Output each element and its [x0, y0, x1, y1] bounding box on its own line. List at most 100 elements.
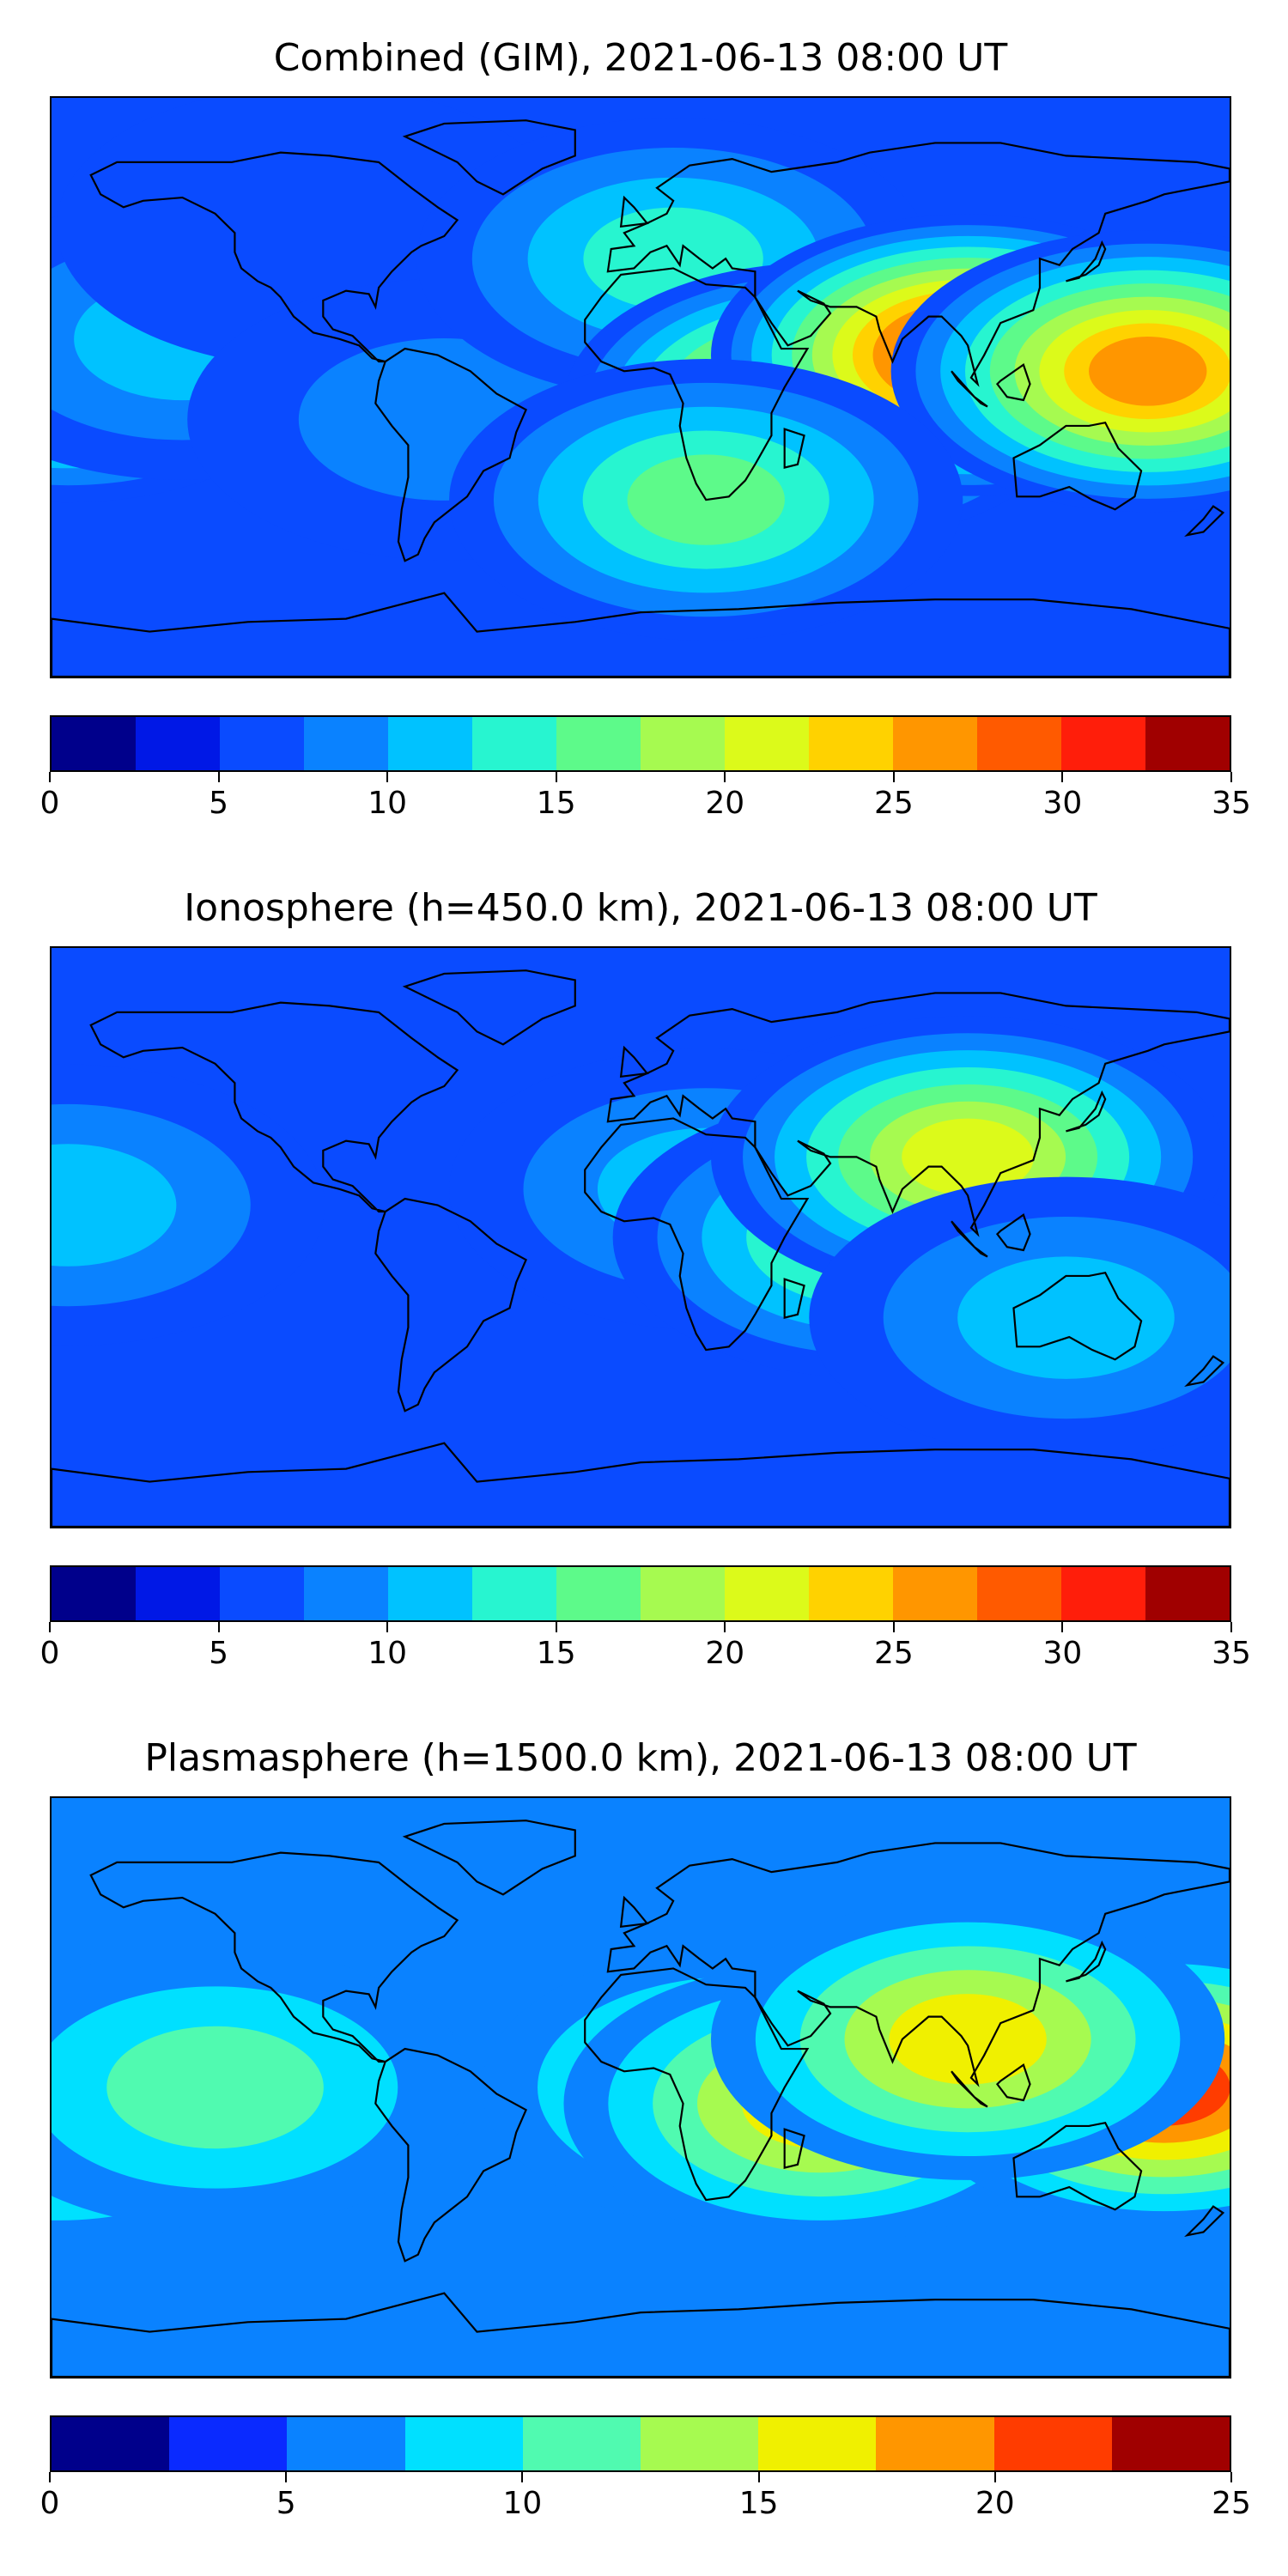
coastline — [402, 1820, 576, 1896]
coastline — [374, 347, 528, 562]
colorbar-tick-label: 25 — [873, 1636, 914, 1671]
colorbar-segment — [304, 717, 388, 770]
heatmap-map — [50, 946, 1231, 1528]
coastline — [52, 2292, 1230, 2377]
colorbar-segment — [876, 2417, 994, 2470]
colorbar — [50, 1565, 1231, 1622]
coastline — [1012, 421, 1143, 511]
coastline — [1184, 1355, 1225, 1388]
colorbar-tick-label: 20 — [705, 786, 745, 821]
coastline — [1066, 1940, 1107, 1983]
colorbar-tick — [1061, 1622, 1064, 1632]
colorbar-tick-label: 0 — [39, 786, 60, 821]
colorbar-segment — [1061, 1567, 1145, 1620]
colorbar-segment — [556, 1567, 641, 1620]
colorbar-tick — [757, 2472, 760, 2482]
coastline — [402, 119, 576, 196]
coastline — [1066, 240, 1107, 283]
heatmap-map — [50, 96, 1231, 678]
colorbar-segment — [977, 717, 1061, 770]
colorbar-tick — [49, 772, 51, 782]
colorbar — [50, 715, 1231, 772]
colorbar-segment — [725, 1567, 809, 1620]
coastline — [89, 1851, 459, 2063]
colorbar-segment — [1145, 1567, 1230, 1620]
colorbar-segment — [136, 1567, 220, 1620]
colorbar-segment — [304, 1567, 388, 1620]
colorbar-tick — [1230, 772, 1232, 782]
coastline — [89, 1001, 459, 1213]
colorbar-tick-label: 15 — [536, 1636, 576, 1671]
coastline — [52, 592, 1230, 677]
colorbar-tick-label: 35 — [1212, 786, 1251, 821]
colorbar-tick-label: 5 — [276, 2486, 296, 2521]
coastline — [783, 1278, 805, 1320]
colorbar-tick-label: 5 — [209, 786, 229, 821]
colorbar-segment — [52, 717, 136, 770]
coastline — [951, 1220, 988, 1258]
colorbar-tick — [386, 772, 389, 782]
colorbar-tick-label: 25 — [1212, 2486, 1251, 2521]
colorbar-segment — [287, 2417, 405, 2470]
coastline — [402, 969, 576, 1046]
colorbar-tick — [386, 1622, 389, 1632]
colorbar-segment — [809, 717, 893, 770]
colorbar-tick-label: 30 — [1042, 786, 1083, 821]
coastline — [995, 1213, 1031, 1252]
map-plot — [52, 98, 1230, 677]
colorbar-tick — [49, 2472, 51, 2482]
colorbar-segment — [388, 1567, 472, 1620]
contour-region — [1089, 336, 1207, 406]
colorbar-tick-label: 5 — [209, 1636, 229, 1671]
coastline — [584, 267, 810, 501]
chart-title: Plasmasphere (h=1500.0 km), 2021-06-13 0… — [144, 1736, 1137, 1780]
coastline — [52, 1442, 1230, 1527]
coastline — [584, 1967, 810, 2202]
colorbar-tick-label: 30 — [1042, 1636, 1083, 1671]
colorbar-segment — [809, 1567, 893, 1620]
colorbar-tick — [1061, 772, 1064, 782]
colorbar-tick — [724, 772, 726, 782]
colorbar-segment — [220, 1567, 304, 1620]
colorbar-tick — [1230, 2472, 1232, 2482]
colorbar-segment — [472, 717, 556, 770]
contour-region — [889, 1994, 1047, 2085]
chart-title: Ionosphere (h=450.0 km), 2021-06-13 08:0… — [184, 886, 1097, 930]
colorbar-segment — [993, 2417, 1112, 2470]
coastline — [995, 363, 1031, 402]
chart-title: Combined (GIM), 2021-06-13 08:00 UT — [273, 36, 1008, 80]
colorbar-segment — [52, 2417, 170, 2470]
colorbar-segment — [977, 1567, 1061, 1620]
colorbar-tick-label: 10 — [502, 2486, 543, 2521]
colorbar — [50, 2415, 1231, 2472]
map-plot — [52, 948, 1230, 1527]
colorbar-ticks: 0 5 10 15 20 25 30 35 — [40, 772, 1251, 823]
colorbar-tick-label: 15 — [536, 786, 576, 821]
colorbar-segment — [641, 717, 725, 770]
colorbar-tick — [217, 1622, 220, 1632]
coastline — [606, 1842, 1230, 2087]
colorbar-tick — [521, 2472, 524, 2482]
heatmap-map — [50, 1796, 1231, 2379]
colorbar-segment — [136, 717, 220, 770]
colorbar-tick-label: 20 — [975, 2486, 1015, 2521]
colorbar-segment — [641, 2417, 759, 2470]
colorbar-ticks: 0 5 10 15 20 25 30 35 — [40, 1622, 1251, 1674]
coastline — [1012, 2121, 1143, 2211]
contour-region — [902, 1118, 1035, 1196]
colorbar-segment — [725, 717, 809, 770]
coastline — [1012, 1271, 1143, 1361]
coastline — [783, 2128, 805, 2170]
colorbar-segment — [556, 717, 641, 770]
contour-region — [52, 1144, 177, 1267]
colorbar-segment — [522, 2417, 641, 2470]
colorbar-tick — [1230, 1622, 1232, 1632]
colorbar-tick-label: 0 — [39, 1636, 60, 1671]
coastline — [89, 151, 459, 363]
contour-region — [957, 1256, 1175, 1379]
colorbar-segment — [893, 717, 977, 770]
map-plot — [52, 1798, 1230, 2377]
colorbar-tick-label: 15 — [738, 2486, 779, 2521]
contour-region — [106, 2026, 324, 2149]
colorbar-segment — [893, 1567, 977, 1620]
